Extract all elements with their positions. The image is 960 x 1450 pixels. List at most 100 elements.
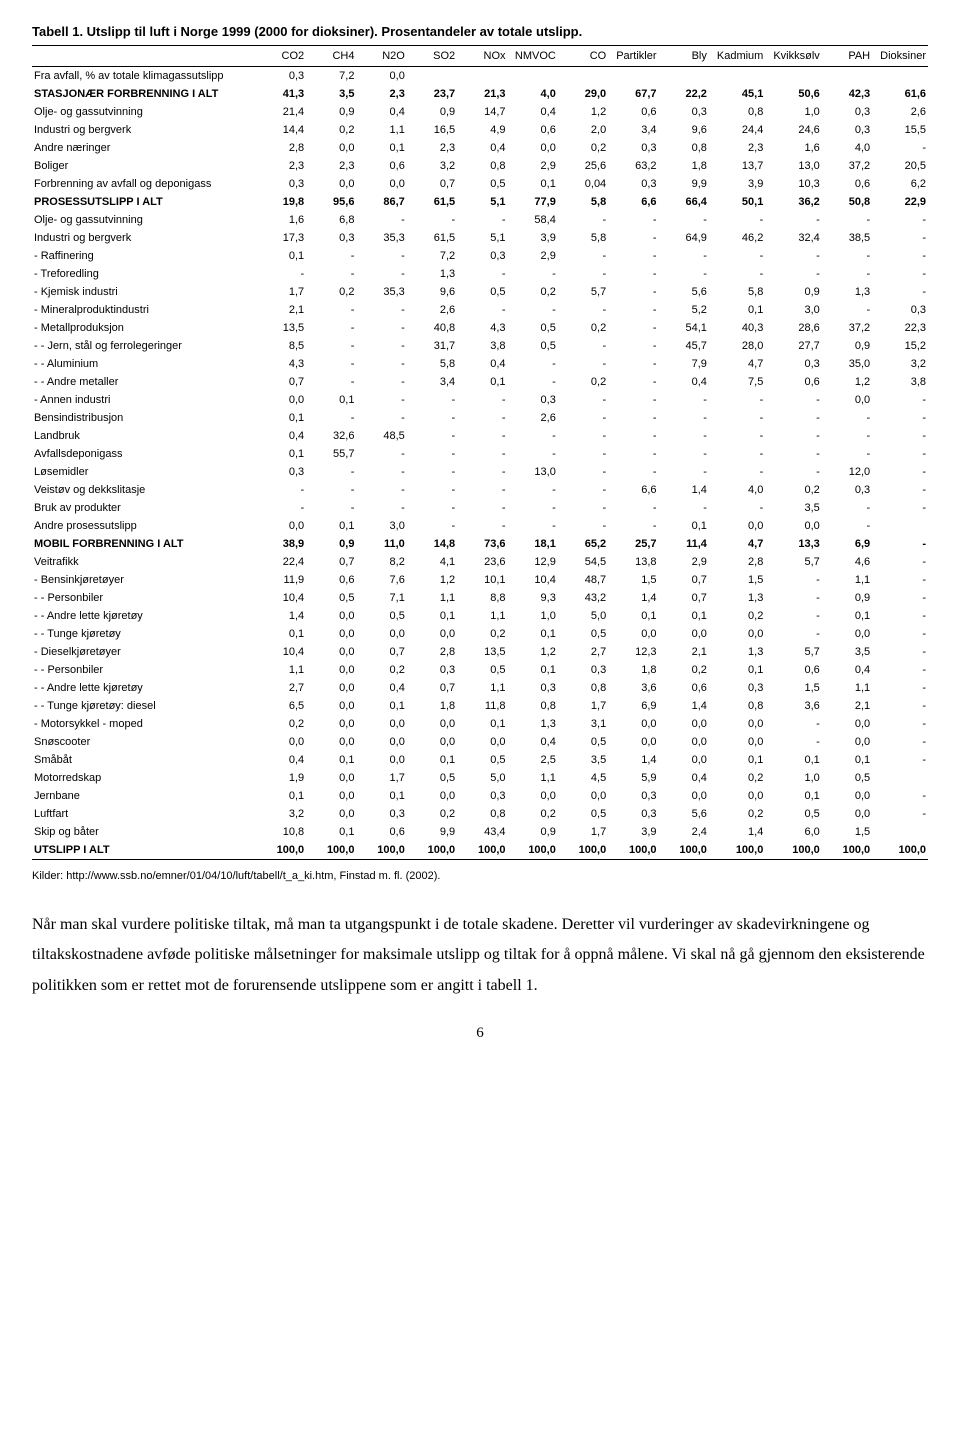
cell-value: 4,9 — [457, 121, 507, 139]
cell-value: - — [407, 463, 457, 481]
cell-value: 2,3 — [709, 139, 765, 157]
cell-value: 0,1 — [765, 787, 821, 805]
cell-value: 13,0 — [765, 157, 821, 175]
cell-value: 10,4 — [256, 589, 306, 607]
row-label: Industri og bergverk — [32, 121, 256, 139]
column-header: Kadmium — [709, 46, 765, 67]
cell-value: 24,6 — [765, 121, 821, 139]
cell-value: 0,1 — [457, 715, 507, 733]
cell-value: 5,1 — [457, 229, 507, 247]
cell-value: 35,0 — [822, 355, 872, 373]
cell-value: 0,0 — [508, 787, 558, 805]
row-label: Snøscooter — [32, 733, 256, 751]
cell-value: - — [508, 301, 558, 319]
cell-value: 0,0 — [709, 733, 765, 751]
cell-value: - — [765, 463, 821, 481]
cell-value: 5,8 — [407, 355, 457, 373]
cell-value: 0,3 — [558, 661, 608, 679]
cell-value: 0,0 — [306, 697, 356, 715]
cell-value: 6,8 — [306, 211, 356, 229]
cell-value: 0,3 — [407, 661, 457, 679]
cell-value: 1,3 — [709, 589, 765, 607]
cell-value: - — [765, 625, 821, 643]
cell-value: 0,9 — [508, 823, 558, 841]
table-row: Fra avfall, % av totale klimagassutslipp… — [32, 67, 928, 86]
cell-value: 8,8 — [457, 589, 507, 607]
cell-value: 77,9 — [508, 193, 558, 211]
cell-value: - — [356, 463, 406, 481]
column-header: CH4 — [306, 46, 356, 67]
cell-value: - — [765, 391, 821, 409]
cell-value: - — [872, 445, 928, 463]
cell-value: 1,4 — [659, 697, 709, 715]
cell-value: 0,3 — [256, 463, 306, 481]
cell-value: 1,4 — [709, 823, 765, 841]
cell-value: 2,5 — [508, 751, 558, 769]
table-title: Tabell 1. Utslipp til luft i Norge 1999 … — [32, 24, 928, 39]
cell-value: - — [872, 265, 928, 283]
cell-value: 3,8 — [457, 337, 507, 355]
cell-value: 2,8 — [709, 553, 765, 571]
cell-value: 0,3 — [608, 787, 658, 805]
cell-value: - — [872, 733, 928, 751]
cell-value: - — [356, 301, 406, 319]
column-header: NMVOC — [508, 46, 558, 67]
row-label: UTSLIPP I ALT — [32, 841, 256, 860]
cell-value: 11,9 — [256, 571, 306, 589]
cell-value: 100,0 — [407, 841, 457, 860]
cell-value: - — [306, 373, 356, 391]
cell-value: - — [356, 391, 406, 409]
cell-value: 0,2 — [558, 373, 608, 391]
cell-value: 0,3 — [659, 103, 709, 121]
cell-value: - — [659, 391, 709, 409]
cell-value: 2,1 — [659, 643, 709, 661]
cell-value: 46,2 — [709, 229, 765, 247]
cell-value: 0,1 — [457, 373, 507, 391]
cell-value: 11,4 — [659, 535, 709, 553]
cell-value — [872, 517, 928, 535]
cell-value: - — [306, 409, 356, 427]
cell-value: - — [659, 265, 709, 283]
row-label: - - Tunge kjøretøy: diesel — [32, 697, 256, 715]
cell-value: - — [558, 445, 608, 463]
cell-value: 10,8 — [256, 823, 306, 841]
table-row: UTSLIPP I ALT100,0100,0100,0100,0100,010… — [32, 841, 928, 860]
cell-value: 29,0 — [558, 85, 608, 103]
cell-value: 0,4 — [659, 373, 709, 391]
cell-value: 0,1 — [356, 139, 406, 157]
cell-value: 38,9 — [256, 535, 306, 553]
cell-value: - — [306, 355, 356, 373]
cell-value: - — [558, 499, 608, 517]
cell-value: 0,0 — [407, 733, 457, 751]
cell-value: 11,8 — [457, 697, 507, 715]
cell-value: 9,9 — [407, 823, 457, 841]
cell-value: 5,7 — [765, 553, 821, 571]
cell-value: 1,5 — [608, 571, 658, 589]
cell-value: 13,0 — [508, 463, 558, 481]
cell-value: 0,1 — [256, 445, 306, 463]
cell-value: 0,5 — [822, 769, 872, 787]
cell-value: 100,0 — [558, 841, 608, 860]
cell-value: 2,1 — [822, 697, 872, 715]
cell-value: 54,1 — [659, 319, 709, 337]
row-label: - Kjemisk industri — [32, 283, 256, 301]
cell-value: - — [457, 211, 507, 229]
cell-value: 1,2 — [407, 571, 457, 589]
cell-value: 0,0 — [306, 805, 356, 823]
cell-value: 3,0 — [356, 517, 406, 535]
row-label: Andre næringer — [32, 139, 256, 157]
cell-value: 0,5 — [356, 607, 406, 625]
row-label: - Motorsykkel - moped — [32, 715, 256, 733]
cell-value: 5,8 — [709, 283, 765, 301]
cell-value — [457, 67, 507, 86]
cell-value: 2,9 — [659, 553, 709, 571]
cell-value: 20,5 — [872, 157, 928, 175]
cell-value: - — [356, 373, 406, 391]
cell-value: 7,5 — [709, 373, 765, 391]
cell-value: - — [709, 265, 765, 283]
cell-value: - — [558, 427, 608, 445]
cell-value: 18,1 — [508, 535, 558, 553]
cell-value: 3,5 — [306, 85, 356, 103]
cell-value: 0,0 — [306, 175, 356, 193]
cell-value: 5,0 — [457, 769, 507, 787]
